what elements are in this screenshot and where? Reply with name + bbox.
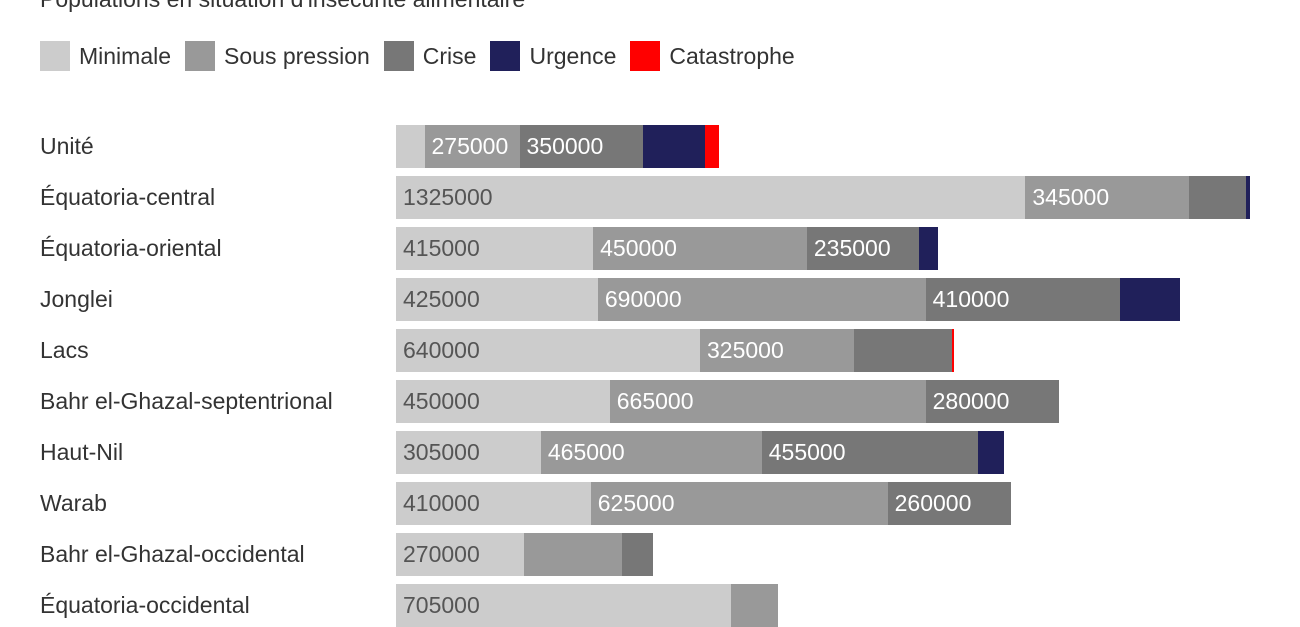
- legend-swatch: [490, 41, 521, 71]
- bar-segment: [704, 125, 719, 168]
- bar-segment: 625000: [590, 482, 888, 525]
- bar-segment: 640000: [396, 329, 700, 372]
- bar-segment: 270000: [396, 533, 525, 576]
- category-label: Warab: [40, 490, 107, 516]
- bar-row: Warab 410000 625000 260000: [0, 482, 1300, 525]
- data-label: 260000: [894, 490, 972, 516]
- bar-segment: 325000: [700, 329, 855, 372]
- bar-segment: 410000: [396, 482, 591, 525]
- data-label: 270000: [403, 541, 480, 567]
- category-label: Équatoria-occidental: [40, 592, 250, 618]
- data-label: 665000: [616, 388, 694, 414]
- bar-segment: 425000: [396, 278, 598, 321]
- data-label: 280000: [932, 388, 1010, 414]
- data-label: 640000: [403, 337, 480, 363]
- bar-segment: 410000: [925, 278, 1121, 321]
- bar-segment: [918, 227, 938, 270]
- data-label: 425000: [403, 286, 480, 312]
- data-label: 455000: [768, 439, 846, 465]
- bar-segment: 1325000: [396, 176, 1026, 219]
- legend-swatch: [383, 41, 414, 71]
- bar-segment: [643, 125, 705, 168]
- data-label: 410000: [403, 490, 480, 516]
- chart-title: Populations en situation d'insécurité al…: [40, 0, 525, 13]
- bar-row: Équatoria-central 1325000 345000: [0, 176, 1300, 219]
- bar-segment: 705000: [396, 584, 731, 627]
- bar-row: Équatoria-occidental 705000: [0, 584, 1300, 627]
- legend-label: Minimale: [79, 42, 172, 69]
- category-label: Lacs: [40, 337, 89, 363]
- bar-segment: 235000: [806, 227, 919, 270]
- bar-segment: [1246, 176, 1251, 219]
- bar-segment: [977, 431, 1004, 474]
- bar-segment: 415000: [396, 227, 594, 270]
- category-label: Équatoria-oriental: [40, 235, 222, 261]
- bar-row: Lacs 640000 325000: [0, 329, 1300, 372]
- legend-swatch: [40, 41, 70, 71]
- legend-item: Crise: [383, 41, 477, 71]
- category-label: Bahr el-Ghazal-occidental: [40, 541, 305, 567]
- category-label: Jonglei: [40, 286, 113, 312]
- data-label: 1325000: [403, 184, 493, 210]
- bar-segment: 350000: [519, 125, 643, 168]
- legend-item: Urgence: [490, 41, 616, 71]
- legend-label: Catastrophe: [669, 42, 795, 69]
- category-label: Bahr el-Ghazal-septentrional: [40, 388, 333, 414]
- bar-segment: 450000: [593, 227, 807, 270]
- data-label: 235000: [813, 235, 891, 261]
- data-label: 465000: [547, 439, 625, 465]
- category-label: Unité: [40, 133, 94, 159]
- bar-segment: [524, 533, 622, 576]
- bar-segment: [854, 329, 952, 372]
- bar-segment: 455000: [761, 431, 978, 474]
- bar-segment: 665000: [609, 380, 926, 423]
- data-label: 305000: [403, 439, 480, 465]
- bar-segment: 465000: [540, 431, 762, 474]
- data-label: 410000: [932, 286, 1010, 312]
- legend-label: Crise: [422, 42, 477, 69]
- stacked-bar-chart: Unité 275000 350000 Équatoria-central 132500…: [0, 125, 1300, 627]
- legend-label: Sous pression: [224, 42, 370, 69]
- bar-segment: 305000: [396, 431, 541, 474]
- bar-row: Jonglei 425000 690000 410000: [0, 278, 1300, 321]
- bar-row: Bahr el-Ghazal-septentrional 450000 665000…: [0, 380, 1300, 423]
- data-label: 345000: [1032, 184, 1110, 210]
- bar-segment: 345000: [1025, 176, 1190, 219]
- bar-segment: [730, 584, 779, 627]
- data-label: 625000: [597, 490, 675, 516]
- legend-label: Urgence: [529, 42, 617, 69]
- bar-segment: [621, 533, 653, 576]
- data-label: 415000: [403, 235, 480, 261]
- bar-row: Haut-Nil 305000 465000 455000: [0, 431, 1300, 474]
- data-label: 275000: [431, 133, 509, 159]
- legend-item: Catastrophe: [630, 41, 795, 71]
- category-label: Équatoria-central: [40, 184, 216, 210]
- legend-item: Sous pression: [185, 41, 370, 71]
- bar-row: Unité 275000 350000: [0, 125, 1300, 168]
- bar-segment: 260000: [887, 482, 1012, 525]
- data-label: 350000: [526, 133, 604, 159]
- legend-item: Minimale: [40, 41, 171, 71]
- category-label: Haut-Nil: [40, 439, 124, 465]
- data-label: 450000: [403, 388, 480, 414]
- data-label: 705000: [403, 592, 480, 618]
- bar-segment: 280000: [925, 380, 1059, 423]
- legend-swatch: [630, 41, 661, 71]
- bar-segment: [1120, 278, 1180, 321]
- data-label: 450000: [600, 235, 677, 261]
- bar-segment: [1189, 176, 1247, 219]
- legend-swatch: [185, 41, 216, 71]
- bar-row: Bahr el-Ghazal-occidental 270000: [0, 533, 1300, 576]
- data-label: 325000: [707, 337, 784, 363]
- bar-row: Équatoria-oriental 415000 450000 235000: [0, 227, 1300, 270]
- bar-segment: [396, 125, 425, 168]
- bar-segment: [951, 329, 954, 372]
- data-label: 690000: [604, 286, 682, 312]
- bar-segment: 690000: [597, 278, 926, 321]
- bar-segment: 450000: [396, 380, 610, 423]
- chart-legend: Minimale Sous pression Crise Urgence Catastr…: [40, 40, 809, 72]
- bar-segment: 275000: [424, 125, 520, 168]
